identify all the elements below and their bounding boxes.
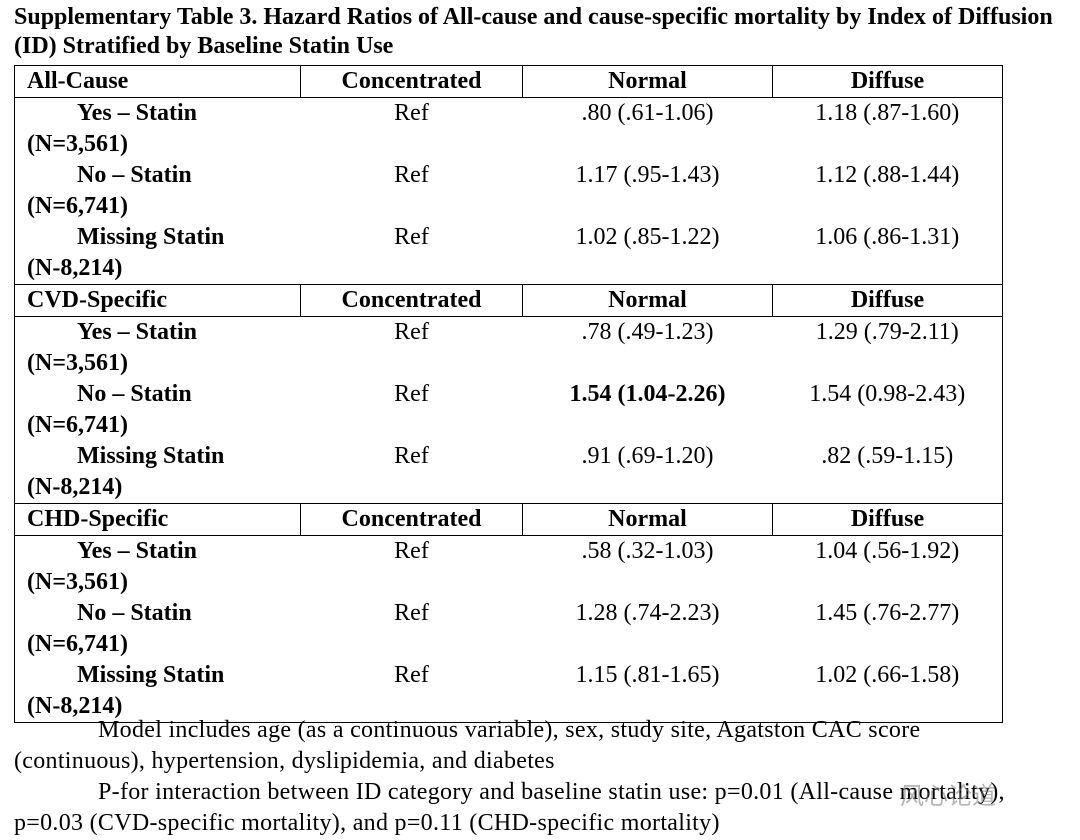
row-label-cell: Yes – Statin (N=3,561) [14, 535, 301, 598]
value-cell: Ref [300, 441, 523, 504]
value-cell: Ref [394, 600, 429, 626]
data-row: Yes – Statin (N=3,561) Ref .80 (.61-1.06) 1.… [14, 97, 1003, 160]
watermark: 风心论道 [900, 782, 996, 810]
header-cell: Normal [522, 503, 773, 536]
header-cell: Diffuse [772, 503, 1003, 536]
row-label: Yes – Statin [77, 319, 198, 345]
value-cell: 1.02 (.66-1.58) [772, 660, 1003, 723]
row-count: (N-8,214) [27, 693, 123, 719]
data-row: Yes – Statin (N=3,561) Ref .78 (.49-1.23) 1.… [14, 316, 1003, 379]
row-count: (N=6,741) [27, 631, 128, 657]
value-cell: 1.29 (.79-2.11) [772, 316, 1003, 379]
data-row: Missing Statin (N-8,214) Ref 1.02 (.85-1.22… [14, 222, 1003, 285]
row-label-cell: Yes – Statin (N=3,561) [14, 97, 301, 160]
value-cell: Ref [394, 319, 429, 345]
value-cell: 1.04 (.56-1.92) [772, 535, 1003, 598]
value-cell: 1.12 (.88-1.44) [772, 160, 1003, 222]
value-cell: 1.28 (.74-2.23) [575, 600, 720, 626]
header-cell: CVD-Specific [14, 284, 301, 317]
row-label: Missing Statin [77, 443, 225, 469]
value-cell: 1.45 (.76-2.77) [772, 598, 1003, 660]
value-cell: 1.02 (.85-1.22) [522, 222, 773, 285]
value-cell: .58 (.32-1.03) [581, 538, 714, 564]
row-label: Yes – Statin [77, 538, 198, 564]
row-count: (N=6,741) [27, 193, 128, 219]
notes: Model includes age (as a continuous vari… [14, 715, 1034, 839]
hazard-table: All-Cause Concentrated Normal Diffuse Yes – … [14, 65, 1003, 723]
row-label: No – Statin [77, 381, 192, 407]
header-cell: Normal [522, 284, 773, 317]
data-row: Yes – Statin (N=3,561) Ref .58 (.32-1.03) 1.… [14, 535, 1003, 598]
data-row: Missing Statin (N-8,214) Ref .91 (.69-1.20)… [14, 441, 1003, 504]
value-cell: Ref [394, 162, 429, 188]
value-cell: 1.15 (.81-1.65) [522, 660, 773, 723]
data-row: No – Statin (N=6,741) Ref 1.54 (1.04-2.26) 1… [14, 379, 1003, 441]
data-row: No – Statin (N=6,741) Ref 1.17 (.95-1.43) 1.… [14, 160, 1003, 222]
table-body: All-Cause Concentrated Normal Diffuse Yes – … [14, 65, 1003, 723]
header-cell: Diffuse [772, 284, 1003, 317]
row-count: (N=3,561) [27, 569, 128, 595]
value-cell: Ref [394, 381, 429, 407]
value-cell: 1.54 (1.04-2.26) [569, 381, 726, 407]
header-cell: CHD-Specific [14, 503, 301, 536]
row-label: Missing Statin [77, 224, 225, 250]
row-label-cell: Missing Statin (N-8,214) [14, 222, 301, 285]
value-cell: .80 (.61-1.06) [581, 100, 714, 126]
value-cell: .78 (.49-1.23) [581, 319, 714, 345]
header-cell: Diffuse [772, 65, 1003, 98]
row-label-cell: No – Statin (N=6,741) [14, 598, 301, 660]
value-cell: .91 (.69-1.20) [522, 441, 773, 504]
row-label: Missing Statin [77, 662, 225, 688]
row-count: (N=3,561) [27, 131, 128, 157]
row-count: (N=3,561) [27, 350, 128, 376]
section-header-row: CHD-Specific Concentrated Normal Diffuse [14, 503, 1003, 536]
section-header-row: CVD-Specific Concentrated Normal Diffuse [14, 284, 1003, 317]
header-cell: Concentrated [300, 65, 523, 98]
value-cell: Ref [300, 222, 523, 285]
header-cell: Normal [522, 65, 773, 98]
row-label-cell: Missing Statin (N-8,214) [14, 441, 301, 504]
row-label-cell: No – Statin (N=6,741) [14, 379, 301, 441]
value-cell: 1.18 (.87-1.60) [772, 97, 1003, 160]
row-count: (N=6,741) [27, 412, 128, 438]
footnote: P-for interaction between ID category an… [14, 779, 1005, 836]
row-count: (N-8,214) [27, 474, 123, 500]
value-cell: Ref [394, 538, 429, 564]
value-cell: 1.17 (.95-1.43) [575, 162, 720, 188]
section-header-row: All-Cause Concentrated Normal Diffuse [14, 65, 1003, 98]
row-label: No – Statin [77, 162, 192, 188]
header-cell: Concentrated [300, 503, 523, 536]
data-row: No – Statin (N=6,741) Ref 1.28 (.74-2.23) 1.… [14, 598, 1003, 660]
value-cell: 1.54 (0.98-2.43) [772, 379, 1003, 441]
row-label-cell: Missing Statin (N-8,214) [14, 660, 301, 723]
row-count: (N-8,214) [27, 255, 123, 281]
value-cell: .82 (.59-1.15) [772, 441, 1003, 504]
value-cell: Ref [300, 660, 523, 723]
row-label: No – Statin [77, 600, 192, 626]
header-cell: All-Cause [14, 65, 301, 98]
header-cell: Concentrated [300, 284, 523, 317]
row-label: Yes – Statin [77, 100, 198, 126]
value-cell: Ref [394, 100, 429, 126]
data-row: Missing Statin (N-8,214) Ref 1.15 (.81-1.65… [14, 660, 1003, 723]
footnote: Model includes age (as a continuous vari… [14, 717, 921, 774]
row-label-cell: No – Statin (N=6,741) [14, 160, 301, 222]
table-title: Supplementary Table 3. Hazard Ratios of … [14, 4, 1053, 59]
row-label-cell: Yes – Statin (N=3,561) [14, 316, 301, 379]
value-cell: 1.06 (.86-1.31) [772, 222, 1003, 285]
